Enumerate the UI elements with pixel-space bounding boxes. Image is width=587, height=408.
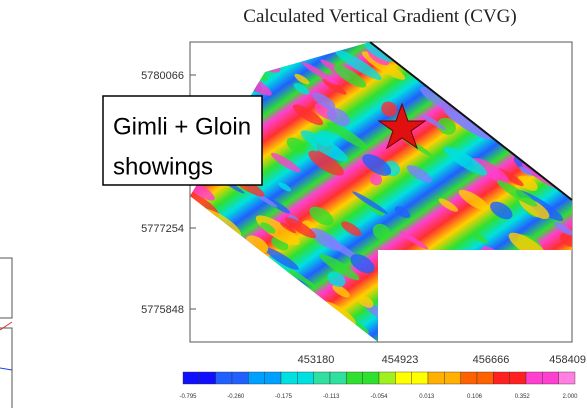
- raster-blob: [426, 315, 446, 333]
- raster-blob: [535, 265, 583, 299]
- colorbar-cell: [297, 372, 313, 384]
- raster-blob: [518, 61, 561, 94]
- annotation-text: Gimli + Gloin: [113, 113, 251, 140]
- raster-blob: [449, 38, 471, 55]
- colorbar-cell: [412, 372, 428, 384]
- raster-blob: [214, 263, 261, 296]
- raster-blob: [386, 253, 440, 294]
- raster-blob: [433, 38, 447, 50]
- raster-blob: [535, 301, 584, 338]
- colorbar-cell: [363, 372, 379, 384]
- raster-blob: [192, 260, 224, 284]
- raster-blob: [460, 70, 487, 94]
- y-tick-label: 5780066: [141, 70, 184, 82]
- colorbar-cell: [428, 372, 444, 384]
- raster-blob: [515, 83, 533, 101]
- cvg-raster: [174, 28, 587, 348]
- colorbar-label: 2.000: [562, 394, 578, 400]
- x-tick-label: 458409: [549, 354, 586, 366]
- colorbar-cell: [248, 372, 264, 384]
- colorbar-cell: [281, 372, 297, 384]
- colorbar-label: 0.013: [419, 394, 435, 400]
- raster-blob: [217, 73, 235, 91]
- raster-blob: [466, 92, 496, 117]
- raster-blob: [207, 70, 239, 98]
- colorbar-cell: [379, 372, 395, 384]
- page: Calculated Vertical Gradient (CVG) 57800…: [0, 0, 587, 408]
- raster-blob: [528, 115, 577, 152]
- raster-blob: [211, 54, 232, 71]
- raster-blob: [216, 246, 260, 276]
- raster-blob: [521, 33, 571, 72]
- y-tick-label: 5775848: [141, 304, 184, 316]
- raster-blob: [182, 70, 210, 92]
- raster-blob: [543, 32, 574, 57]
- raster-blob: [539, 127, 571, 152]
- y-tick-label: 5777254: [141, 223, 184, 235]
- colorbar-cell: [346, 372, 362, 384]
- raster-blob: [203, 258, 252, 293]
- colorbar-cell: [477, 372, 493, 384]
- raster-blob: [281, 313, 322, 341]
- x-tick-label: 453180: [298, 354, 335, 366]
- colorbar-cell: [199, 372, 215, 384]
- colorbar-label: -0.054: [370, 394, 388, 400]
- raster-blob: [494, 251, 533, 283]
- colorbar-cell: [232, 372, 248, 384]
- raster-blob: [286, 314, 321, 339]
- colorbar-cell: [314, 372, 330, 384]
- raster-blob: [488, 250, 530, 282]
- colorbar-label: -0.113: [323, 394, 340, 400]
- raster-blob: [432, 61, 475, 93]
- colorbar-cell: [493, 372, 509, 384]
- raster-blob: [221, 243, 261, 276]
- colorbar-cell: [265, 372, 281, 384]
- colorbar-label: 0.352: [515, 394, 531, 400]
- raster-blob: [554, 34, 574, 52]
- left-panel: [0, 258, 12, 408]
- colorbar-cell: [461, 372, 477, 384]
- raster-blob: [279, 319, 309, 341]
- raster-blob: [530, 83, 552, 102]
- raster-blob: [402, 38, 438, 63]
- raster-blob: [439, 257, 483, 291]
- raster-blob: [537, 273, 565, 293]
- raster-blob: [233, 57, 269, 84]
- x-tick-label: 456666: [473, 354, 510, 366]
- raster-blob: [519, 251, 536, 266]
- raster-blob: [473, 253, 519, 288]
- colorbar-cell: [526, 372, 542, 384]
- raster-blob: [235, 324, 256, 344]
- colorbar-cell: [542, 372, 558, 384]
- raster-blob: [217, 32, 259, 60]
- colorbar-cell: [444, 372, 460, 384]
- annotation-text: showings: [113, 153, 213, 180]
- colorbar-cell: [216, 372, 232, 384]
- raster-blob: [268, 284, 287, 298]
- x-tick-label: 454923: [382, 354, 419, 366]
- colorbar-label: -0.260: [227, 394, 245, 400]
- raster-blob: [197, 251, 230, 277]
- raster-blob: [442, 317, 479, 344]
- colorbar-cell: [395, 372, 411, 384]
- colorbar-cell: [559, 372, 575, 384]
- colorbar-label: -0.795: [179, 394, 197, 400]
- raster-blob: [208, 43, 240, 69]
- map-title: Calculated Vertical Gradient (CVG): [243, 6, 516, 27]
- raster-blob: [518, 136, 541, 154]
- raster-blob: [481, 331, 501, 348]
- raster-blob: [556, 112, 575, 131]
- colorbar-cell: [510, 372, 526, 384]
- colorbar-label: 0.106: [467, 394, 483, 400]
- raster-blob: [537, 59, 563, 78]
- colorbar-cell: [330, 372, 346, 384]
- colorbar-cell: [183, 372, 199, 384]
- raster-blob: [246, 282, 274, 306]
- raster-blob: [437, 310, 461, 332]
- raster-blob: [435, 311, 452, 325]
- colorbar-label: -0.175: [275, 394, 293, 400]
